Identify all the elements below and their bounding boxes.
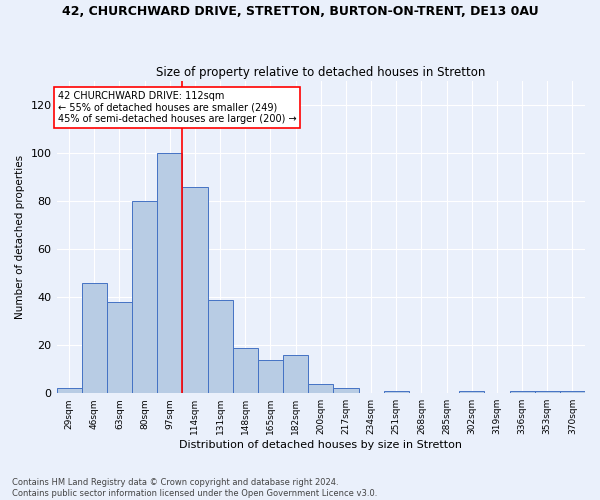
- Y-axis label: Number of detached properties: Number of detached properties: [15, 155, 25, 319]
- X-axis label: Distribution of detached houses by size in Stretton: Distribution of detached houses by size …: [179, 440, 462, 450]
- Bar: [182, 186, 208, 393]
- Bar: [233, 348, 258, 393]
- Bar: [258, 360, 283, 393]
- Bar: [308, 384, 334, 393]
- Bar: [334, 388, 359, 393]
- Text: 42, CHURCHWARD DRIVE, STRETTON, BURTON-ON-TRENT, DE13 0AU: 42, CHURCHWARD DRIVE, STRETTON, BURTON-O…: [62, 5, 538, 18]
- Bar: [560, 391, 585, 393]
- Bar: [283, 355, 308, 393]
- Bar: [107, 302, 132, 393]
- Title: Size of property relative to detached houses in Stretton: Size of property relative to detached ho…: [156, 66, 485, 78]
- Bar: [82, 283, 107, 393]
- Bar: [509, 391, 535, 393]
- Text: 42 CHURCHWARD DRIVE: 112sqm
← 55% of detached houses are smaller (249)
45% of se: 42 CHURCHWARD DRIVE: 112sqm ← 55% of det…: [58, 90, 296, 124]
- Bar: [56, 388, 82, 393]
- Bar: [208, 300, 233, 393]
- Bar: [383, 391, 409, 393]
- Bar: [157, 153, 182, 393]
- Bar: [132, 201, 157, 393]
- Text: Contains HM Land Registry data © Crown copyright and database right 2024.
Contai: Contains HM Land Registry data © Crown c…: [12, 478, 377, 498]
- Bar: [535, 391, 560, 393]
- Bar: [459, 391, 484, 393]
